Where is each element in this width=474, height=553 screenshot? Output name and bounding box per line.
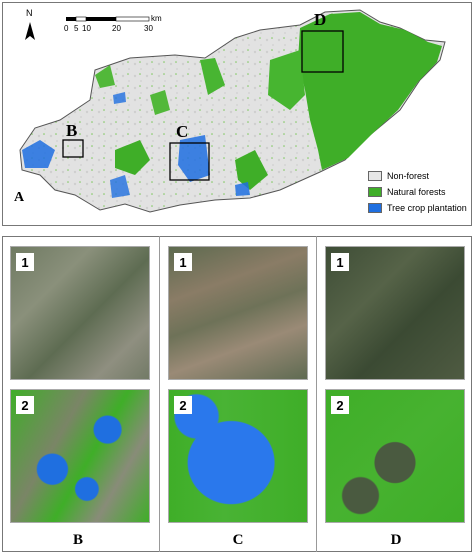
legend-swatch	[368, 187, 382, 197]
zoom-label-c: C	[176, 122, 189, 141]
row-label: 2	[16, 396, 34, 414]
tile-d-2: 2	[325, 389, 465, 523]
tile-b-1: 1	[10, 246, 150, 380]
column-label-c: C	[232, 532, 244, 548]
column-divider	[159, 236, 160, 552]
zoom-box-b	[62, 139, 84, 158]
row-label: 1	[16, 253, 34, 271]
column-label-d: D	[390, 532, 402, 548]
scale-tick-10: 10	[82, 24, 91, 33]
north-label: N	[26, 8, 33, 18]
column-divider	[316, 236, 317, 552]
legend-label: Natural forests	[387, 187, 446, 197]
row-label: 1	[174, 253, 192, 271]
scale-tick-0: 0	[64, 24, 69, 33]
row-label: 2	[174, 396, 192, 414]
natural-forest-east	[298, 12, 442, 170]
scale-bar	[66, 16, 150, 22]
north-arrow-icon	[25, 22, 35, 40]
row-label: 2	[331, 396, 349, 414]
tile-c-1: 1	[168, 246, 308, 380]
map-panel	[2, 2, 472, 226]
panel-label-a: A	[14, 190, 25, 205]
scale-unit: km	[151, 14, 162, 23]
region-map	[19, 9, 446, 213]
zoom-box-d	[301, 30, 344, 73]
column-label-b: B	[72, 532, 83, 548]
tile-c-2: 2	[168, 389, 308, 523]
tile-b-2: 2	[10, 389, 150, 523]
scale-tick-5: 5	[74, 24, 79, 33]
legend-item-plantation: Tree crop plantation	[368, 203, 467, 213]
legend-label: Tree crop plantation	[387, 203, 467, 213]
legend-swatch	[368, 171, 382, 181]
scale-tick-30: 30	[144, 24, 153, 33]
zoom-label-d: D	[314, 10, 327, 29]
legend-item-natural-forest: Natural forests	[368, 187, 446, 197]
zoom-label-b: B	[66, 121, 78, 140]
tiles-panel	[2, 236, 472, 552]
tile-d-1: 1	[325, 246, 465, 380]
legend-swatch	[368, 203, 382, 213]
legend-item-nonforest: Non-forest	[368, 171, 429, 181]
row-label: 1	[331, 253, 349, 271]
scale-tick-20: 20	[112, 24, 121, 33]
zoom-box-c	[169, 142, 210, 181]
legend-label: Non-forest	[387, 171, 430, 181]
